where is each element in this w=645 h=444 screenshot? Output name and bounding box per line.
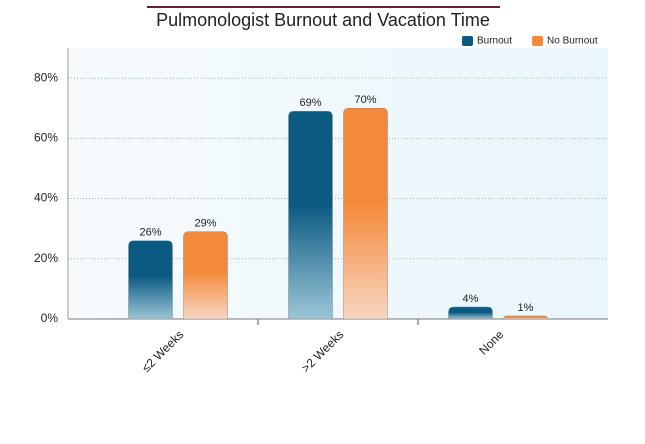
legend-label: Burnout — [477, 36, 512, 47]
bar — [288, 110, 333, 320]
bar — [503, 315, 548, 320]
value-label: 1% — [518, 302, 534, 314]
value-label: 26% — [139, 227, 161, 239]
y-tick-label: 60% — [34, 131, 58, 145]
y-tick-label: 20% — [34, 251, 58, 265]
y-tick-label: 80% — [34, 70, 58, 84]
legend-label: No Burnout — [547, 36, 598, 47]
value-label: 69% — [299, 97, 321, 109]
chart-title: Pulmonologist Burnout and Vacation Time — [156, 10, 490, 30]
x-tick-label: ≤2 Weeks — [139, 327, 186, 374]
value-label: 70% — [354, 94, 376, 106]
legend-swatch — [532, 36, 544, 46]
x-tick-label: None — [476, 327, 506, 357]
bar — [343, 107, 388, 320]
value-label: 29% — [194, 218, 216, 230]
bar — [448, 306, 493, 320]
value-label: 4% — [463, 293, 479, 305]
legend-swatch — [462, 36, 473, 46]
y-tick-label: 40% — [34, 191, 58, 205]
bar — [128, 240, 173, 320]
y-tick-label: 0% — [41, 311, 59, 325]
x-tick-label: >2 Weeks — [299, 327, 347, 375]
bar — [183, 231, 228, 320]
